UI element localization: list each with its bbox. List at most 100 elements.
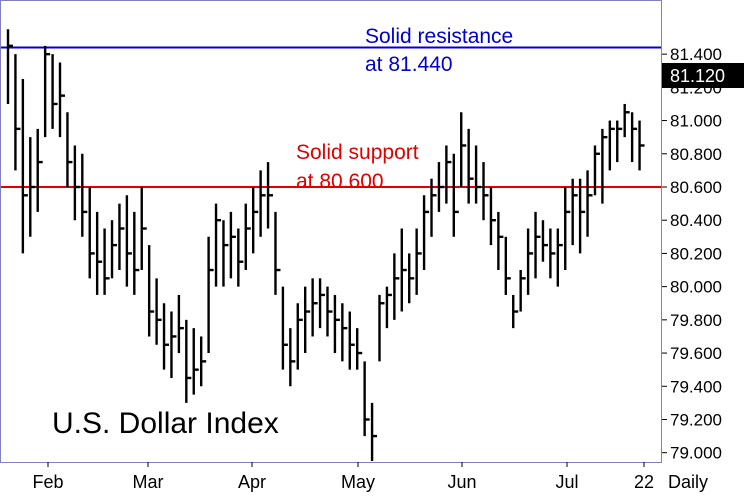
price-bar	[482, 162, 489, 221]
y-tick-label: 81.000	[670, 112, 722, 131]
x-tick-label: May	[341, 472, 375, 492]
y-tick-label: 80.400	[670, 211, 722, 230]
price-bar	[586, 170, 593, 237]
price-bar	[460, 112, 467, 187]
price-bar	[199, 336, 207, 387]
price-bar	[474, 145, 482, 204]
price-bar	[21, 79, 28, 254]
x-tick-label: Apr	[238, 472, 266, 492]
support-label-line2: at 80.600	[296, 170, 384, 193]
last-price-label: 81.120	[670, 66, 725, 86]
price-bar	[311, 278, 318, 337]
price-bar	[630, 112, 638, 163]
price-bar	[348, 311, 355, 370]
price-bar	[125, 195, 132, 287]
x-tick-label: Jul	[555, 472, 578, 492]
price-bar	[467, 128, 474, 204]
price-bar	[207, 236, 214, 354]
price-bar	[378, 294, 385, 362]
period-label: Daily	[668, 472, 708, 492]
y-tick-label: 80.800	[670, 145, 722, 164]
price-bar	[415, 228, 422, 295]
support-label-line1: Solid support	[296, 141, 419, 164]
price-bar	[489, 186, 496, 246]
price-bar	[304, 286, 311, 354]
price-bar	[437, 162, 444, 212]
price-bar	[363, 361, 370, 437]
price-bar	[118, 203, 125, 271]
y-tick-label: 81.400	[670, 45, 722, 64]
price-bar	[251, 186, 259, 254]
price-bar	[534, 211, 541, 279]
price-bar	[504, 236, 511, 295]
price-bar	[608, 120, 615, 171]
y-tick-label: 80.600	[670, 178, 722, 197]
price-bar	[296, 303, 303, 370]
price-axis: 81.40081.20081.00080.80080.60080.40080.2…	[662, 45, 722, 463]
price-bar	[408, 253, 415, 304]
price-bar	[541, 220, 548, 262]
price-bar	[177, 294, 184, 354]
price-bar	[29, 137, 36, 237]
price-bar	[66, 112, 73, 187]
price-bar	[6, 29, 13, 104]
price-bar	[422, 195, 430, 271]
price-bar	[274, 211, 281, 295]
y-tick-label: 79.400	[670, 377, 722, 396]
price-bar	[73, 145, 80, 221]
resistance-label-line2: at 81.440	[365, 53, 453, 76]
y-tick-label: 79.800	[670, 311, 722, 330]
price-bar	[571, 178, 578, 246]
price-bar	[519, 270, 526, 312]
x-tick-label: Mar	[133, 472, 164, 492]
price-bar	[147, 245, 155, 337]
price-bars	[6, 29, 645, 461]
price-bar	[497, 211, 504, 271]
price-bar	[623, 103, 630, 138]
plot-frame	[0, 0, 662, 463]
price-bar	[140, 186, 147, 271]
y-tick-label: 80.000	[670, 278, 722, 297]
price-bar	[556, 228, 563, 287]
price-bar	[43, 45, 51, 138]
price-bar	[14, 54, 21, 171]
price-bar	[526, 228, 534, 295]
price-bar	[222, 220, 229, 287]
price-bar	[259, 170, 266, 237]
price-bar	[616, 120, 623, 163]
y-tick-label: 79.200	[670, 410, 722, 429]
price-bar	[155, 278, 162, 345]
y-tick-label: 79.600	[670, 344, 722, 363]
price-bar	[326, 286, 333, 337]
price-bar	[36, 128, 43, 212]
price-bar	[237, 228, 244, 287]
price-bar	[578, 178, 586, 254]
price-bar	[593, 145, 600, 196]
price-bar	[289, 328, 296, 387]
y-tick-label: 80.200	[670, 244, 722, 263]
price-bar	[549, 228, 556, 279]
price-bar	[601, 128, 608, 204]
price-bar	[512, 294, 519, 329]
price-bar	[281, 286, 288, 370]
price-bar	[170, 311, 177, 378]
chart-title: U.S. Dollar Index	[52, 407, 279, 440]
price-bar	[214, 203, 222, 287]
price-bar	[110, 220, 118, 279]
price-bar	[133, 211, 140, 295]
price-bar	[452, 153, 459, 237]
price-bar	[51, 54, 58, 129]
price-bar	[370, 402, 378, 461]
price-bar	[356, 328, 363, 370]
price-bar	[393, 253, 400, 320]
price-bar	[445, 145, 452, 204]
price-bar	[95, 211, 103, 295]
price-bar	[185, 319, 192, 403]
price-bar	[430, 178, 437, 237]
price-bar	[192, 328, 199, 395]
price-bar	[318, 278, 326, 329]
price-bar	[81, 153, 88, 237]
y-tick-label: 79.000	[670, 444, 722, 463]
date-axis: Feb Mar Apr May Jun Jul 22	[32, 462, 654, 492]
